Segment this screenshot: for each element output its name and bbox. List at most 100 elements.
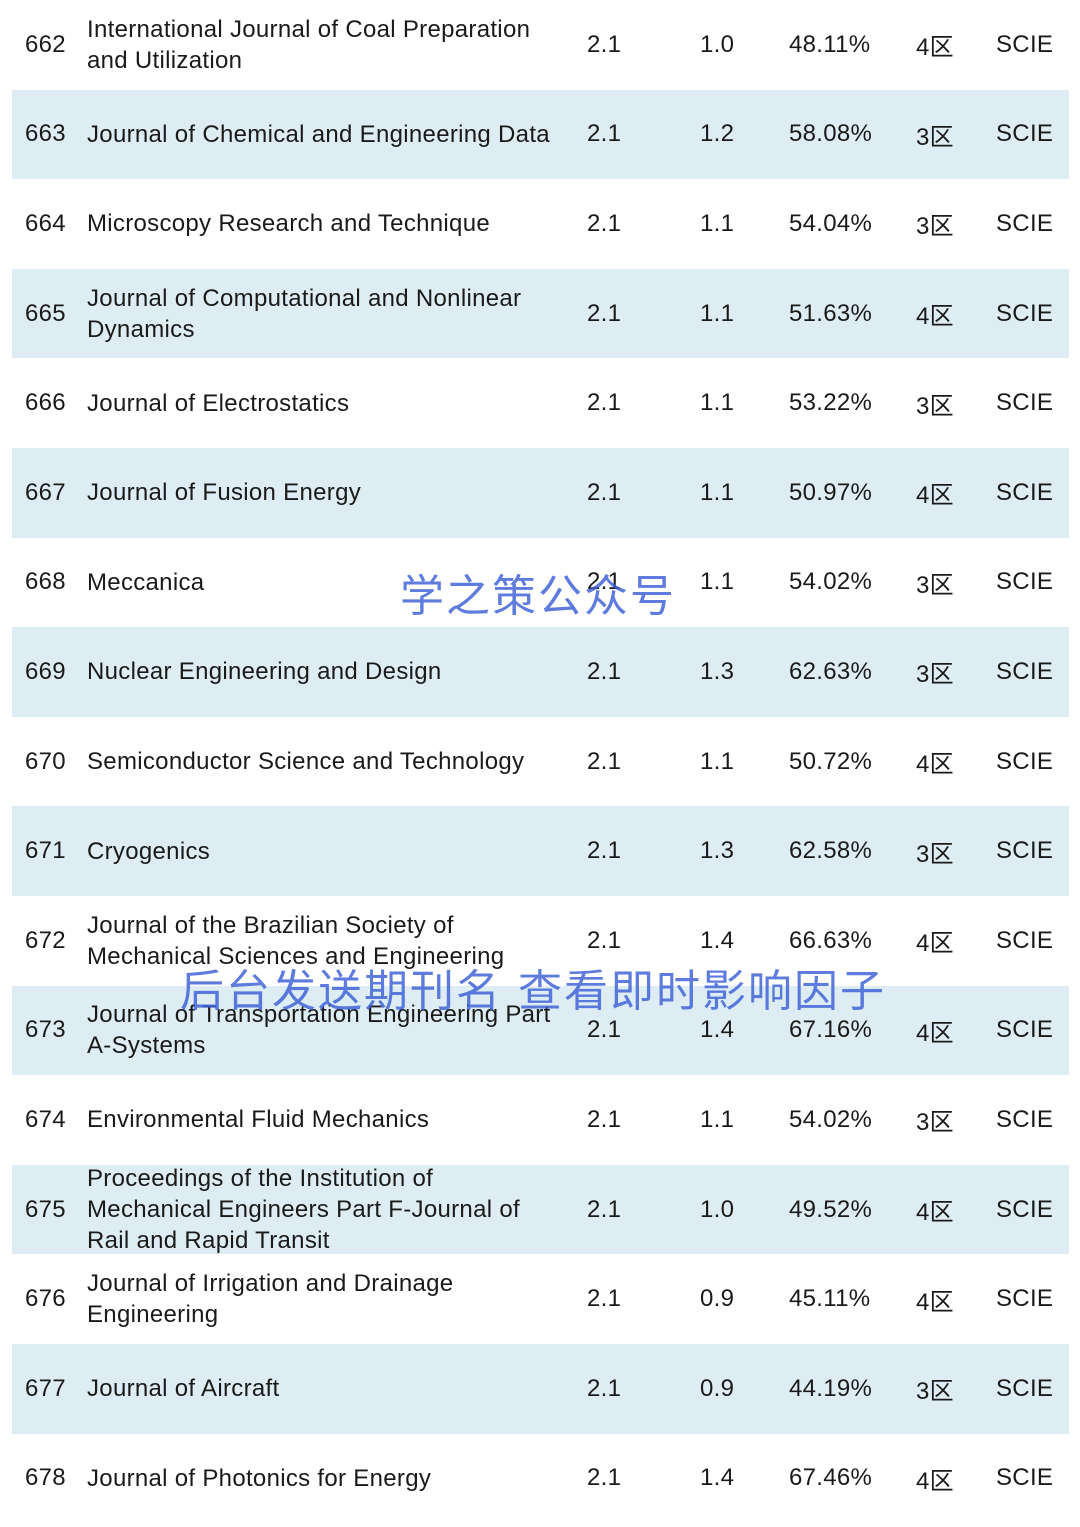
zone-badge: 3区 — [916, 661, 954, 689]
five-year-metric: 1.0 — [700, 30, 735, 58]
table-row: 668 Meccanica 2.1 1.1 54.02% 3区 SCIE — [12, 538, 1069, 628]
percentile: 44.19% — [789, 1374, 873, 1402]
percentile: 50.72% — [789, 747, 873, 775]
five-year-metric: 0.9 — [700, 1285, 735, 1313]
table-row: 671 Cryogenics 2.1 1.3 62.58% 3区 SCIE — [12, 806, 1069, 896]
journal-name: Nuclear Engineering and Design — [87, 658, 442, 686]
five-year-metric: 1.3 — [700, 837, 735, 865]
journal-name: Journal of Computational and Nonlinear D… — [87, 284, 522, 343]
index-database: SCIE — [996, 299, 1054, 327]
zone-badge: 4区 — [916, 34, 954, 62]
five-year-metric: 1.4 — [700, 926, 735, 954]
five-year-metric: 1.1 — [700, 299, 735, 327]
percentile: 62.58% — [789, 837, 873, 865]
percentile: 45.11% — [789, 1285, 871, 1313]
zone-badge: 3区 — [916, 213, 954, 241]
five-year-metric: 1.0 — [700, 1195, 735, 1223]
journal-name: Environmental Fluid Mechanics — [87, 1106, 430, 1134]
five-year-metric: 1.1 — [700, 209, 735, 237]
impact-factor: 2.1 — [587, 1105, 622, 1133]
five-year-metric: 1.1 — [700, 568, 735, 596]
journal-name: Journal of Electrostatics — [87, 389, 350, 417]
row-number: 673 — [25, 1016, 66, 1044]
row-number: 664 — [25, 209, 66, 237]
index-database: SCIE — [996, 1016, 1054, 1044]
row-number: 671 — [25, 837, 66, 865]
five-year-metric: 1.1 — [700, 1105, 735, 1133]
percentile: 54.04% — [789, 209, 873, 237]
five-year-metric: 1.3 — [700, 657, 735, 685]
table-row: 669 Nuclear Engineering and Design 2.1 1.3 6… — [12, 627, 1069, 717]
table-row: 666 Journal of Electrostatics 2.1 1.1 53.22%… — [12, 358, 1069, 448]
index-database: SCIE — [996, 120, 1054, 148]
table-row: 664 Microscopy Research and Technique 2.1 1… — [12, 179, 1069, 269]
table-row: 667 Journal of Fusion Energy 2.1 1.1 50.97% 4… — [12, 448, 1069, 538]
impact-factor: 2.1 — [587, 478, 622, 506]
percentile: 62.63% — [789, 657, 873, 685]
row-number: 674 — [25, 1105, 66, 1133]
index-database: SCIE — [996, 837, 1054, 865]
row-number: 662 — [25, 30, 66, 58]
five-year-metric: 1.1 — [700, 747, 735, 775]
zone-badge: 4区 — [916, 482, 954, 510]
journal-name: Journal of Irrigation and Drainage Engin… — [87, 1270, 454, 1329]
impact-factor: 2.1 — [587, 837, 622, 865]
row-number: 665 — [25, 299, 66, 327]
table-row: 678 Journal of Photonics for Energy 2.1 1.4… — [12, 1434, 1069, 1524]
impact-factor: 2.1 — [587, 1016, 622, 1044]
zone-badge: 3区 — [916, 840, 954, 868]
journal-name: Journal of Photonics for Energy — [87, 1464, 432, 1492]
table-row: 672 Journal of the Brazilian Society of M… — [12, 896, 1069, 986]
impact-factor: 2.1 — [587, 120, 622, 148]
zone-badge: 4区 — [916, 303, 954, 331]
zone-badge: 3区 — [916, 392, 954, 420]
impact-factor: 2.1 — [587, 926, 622, 954]
table-row: 673 Journal of Transportation Engineering… — [12, 985, 1069, 1076]
journal-name: Journal of the Brazilian Society of Mech… — [87, 911, 505, 970]
watermark-instruction: 后台发送期刊名 查看即时影响因子 — [180, 966, 886, 1017]
impact-factor: 2.1 — [587, 1195, 622, 1223]
index-database: SCIE — [996, 747, 1054, 775]
zone-badge: 4区 — [916, 751, 954, 779]
five-year-metric: 1.2 — [700, 120, 735, 148]
row-number: 666 — [25, 389, 66, 417]
row-number: 677 — [25, 1374, 66, 1402]
zone-badge: 3区 — [916, 1378, 954, 1406]
journal-name: Journal of Chemical and Engineering Data — [87, 120, 550, 148]
percentile: 48.11% — [789, 30, 871, 58]
impact-factor: 2.1 — [587, 747, 622, 775]
row-number: 669 — [25, 657, 66, 685]
table-row: 677 Journal of Aircraft 2.1 0.9 44.19% 3区 SCIE — [12, 1344, 1069, 1434]
percentile: 67.16% — [789, 1016, 873, 1044]
row-number: 663 — [25, 120, 66, 148]
table-row: 665 Journal of Computational and Nonlinea… — [12, 268, 1069, 359]
row-number: 678 — [25, 1464, 66, 1492]
percentile: 67.46% — [789, 1464, 873, 1492]
row-number: 670 — [25, 747, 66, 775]
impact-factor: 2.1 — [587, 568, 622, 596]
percentile: 51.63% — [789, 299, 873, 327]
index-database: SCIE — [996, 926, 1054, 954]
index-database: SCIE — [996, 478, 1054, 506]
table-row: 676 Journal of Irrigation and Drainage En… — [12, 1254, 1069, 1344]
index-database: SCIE — [996, 389, 1054, 417]
five-year-metric: 1.4 — [700, 1016, 735, 1044]
table-row: 670 Semiconductor Science and Technology 2… — [12, 717, 1069, 807]
index-database: SCIE — [996, 1374, 1054, 1402]
five-year-metric: 0.9 — [700, 1374, 735, 1402]
impact-factor: 2.1 — [587, 389, 622, 417]
row-number: 672 — [25, 926, 66, 954]
five-year-metric: 1.1 — [700, 478, 735, 506]
row-number: 668 — [25, 568, 66, 596]
watermark-account: 学之策公众号 — [400, 571, 676, 622]
impact-factor: 2.1 — [587, 1374, 622, 1402]
journal-name: International Journal of Coal Preparatio… — [87, 15, 531, 74]
index-database: SCIE — [996, 568, 1054, 596]
zone-badge: 3区 — [916, 1109, 954, 1137]
row-number: 676 — [25, 1285, 66, 1313]
index-database: SCIE — [996, 657, 1054, 685]
index-database: SCIE — [996, 209, 1054, 237]
five-year-metric: 1.4 — [700, 1464, 735, 1492]
journal-name: Semiconductor Science and Technology — [87, 748, 525, 776]
row-number: 675 — [25, 1195, 66, 1223]
